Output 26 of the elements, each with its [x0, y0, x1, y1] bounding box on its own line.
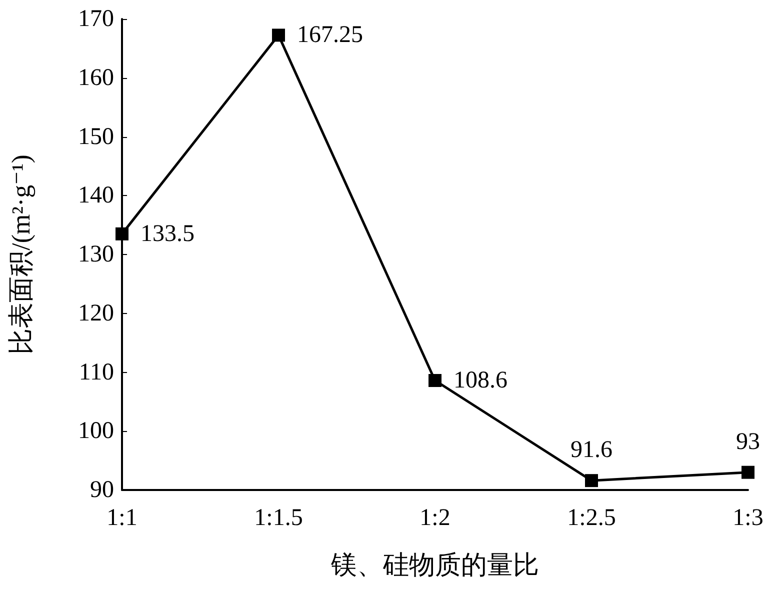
point	[585, 474, 598, 488]
point	[428, 374, 442, 387]
y-axis-title: 比表面积/(m²·g⁻¹)	[6, 154, 36, 354]
data-label: 133.5	[140, 220, 194, 247]
y-tick-label: 120	[78, 300, 114, 326]
point	[742, 466, 754, 479]
y-tick-label: 140	[78, 182, 114, 209]
y-tick-label: 110	[78, 359, 114, 386]
data-label: 93	[736, 428, 760, 455]
y-tick-label: 170	[78, 6, 114, 32]
x-tick-label: 1:1.5	[254, 505, 303, 531]
x-tick-label: 1:2.5	[567, 505, 616, 531]
x-tick-label: 1:2	[420, 505, 450, 531]
data-label: 167.25	[297, 22, 363, 48]
point	[272, 28, 285, 42]
x-tick-label: 1:3	[732, 505, 764, 531]
y-tick-label: 100	[78, 418, 114, 444]
y-tick-label: 130	[78, 242, 114, 268]
y-tick-label: 150	[78, 124, 114, 150]
point	[116, 227, 128, 240]
y-tick-label: 160	[78, 64, 114, 91]
x-tick-label: 1:1	[106, 505, 138, 531]
y-tick-label: 90	[90, 477, 114, 503]
x-axis-title: 镁、硅物质的量比	[330, 550, 539, 580]
data-label: 91.6	[570, 437, 612, 464]
data-label: 108.6	[454, 367, 508, 394]
